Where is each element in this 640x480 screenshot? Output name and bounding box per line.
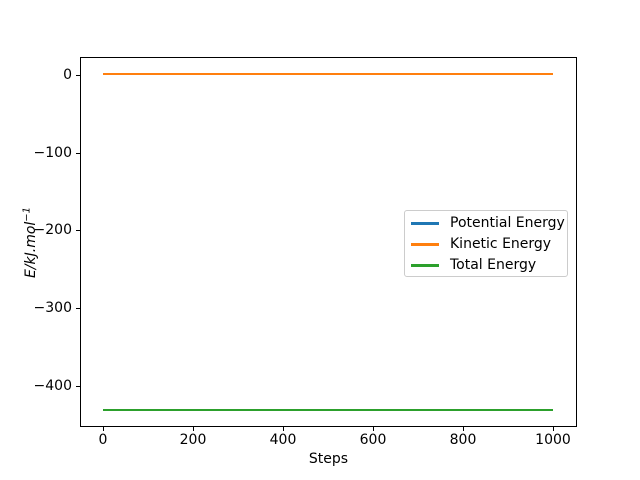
y-tick-mark xyxy=(76,75,80,76)
y-axis-label-exponent: −1 xyxy=(21,206,33,222)
y-tick-mark xyxy=(76,153,80,154)
legend-label: Kinetic Energy xyxy=(450,236,552,252)
y-tick-label: −100 xyxy=(33,145,72,161)
x-tick-label: 0 xyxy=(98,432,108,448)
legend-label: Potential Energy xyxy=(450,215,565,231)
legend: Potential Energy Kinetic Energy Total En… xyxy=(404,210,568,277)
potential-energy-swatch xyxy=(411,222,439,225)
legend-label: Total Energy xyxy=(450,257,537,273)
x-tick-mark xyxy=(193,427,194,431)
y-tick-mark xyxy=(76,386,80,387)
x-tick-mark xyxy=(103,427,104,431)
kinetic-energy-line xyxy=(103,73,553,75)
legend-entry-total-energy: Total Energy xyxy=(411,255,567,276)
kinetic-energy-swatch xyxy=(411,243,439,246)
x-tick-label: 600 xyxy=(359,432,387,448)
y-tick-label: 0 xyxy=(63,67,72,83)
y-axis-label-base: E/kJ.mol xyxy=(23,221,40,279)
total-energy-swatch xyxy=(411,264,439,267)
x-tick-label: 800 xyxy=(449,432,477,448)
x-tick-label: 200 xyxy=(179,432,207,448)
x-axis-label: Steps xyxy=(308,451,349,467)
x-tick-mark xyxy=(373,427,374,431)
x-tick-label: 400 xyxy=(269,432,297,448)
y-tick-label: −200 xyxy=(33,222,72,238)
y-tick-label: −400 xyxy=(33,378,72,394)
x-tick-mark xyxy=(553,427,554,431)
y-tick-mark xyxy=(76,230,80,231)
total-energy-line xyxy=(103,409,553,411)
x-tick-mark xyxy=(463,427,464,431)
x-tick-mark xyxy=(283,427,284,431)
legend-entry-potential-energy: Potential Energy xyxy=(411,213,567,234)
y-axis-label: E/kJ.mol−1 xyxy=(19,183,40,303)
legend-entry-kinetic-energy: Kinetic Energy xyxy=(411,234,567,255)
y-tick-mark xyxy=(76,308,80,309)
y-tick-label: −300 xyxy=(33,300,72,316)
x-tick-label: 1000 xyxy=(535,432,571,448)
